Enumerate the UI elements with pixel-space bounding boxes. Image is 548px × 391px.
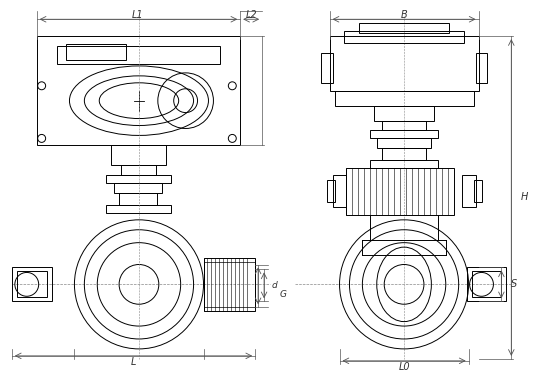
Bar	[461, 175, 476, 207]
Text: B: B	[401, 10, 408, 20]
Bar	[106, 175, 171, 183]
Bar	[203, 258, 255, 311]
Bar	[321, 53, 333, 83]
Bar	[382, 120, 426, 131]
Bar	[111, 145, 166, 165]
Bar	[12, 267, 52, 301]
Text: H: H	[521, 192, 529, 202]
Text: S: S	[511, 279, 517, 289]
Text: L0: L0	[398, 362, 410, 372]
Bar	[466, 267, 506, 301]
Bar	[66, 44, 126, 60]
Bar	[476, 53, 488, 83]
Text: G: G	[280, 290, 287, 299]
Bar	[473, 180, 482, 202]
Bar	[121, 165, 156, 175]
Bar	[374, 106, 434, 120]
Bar	[17, 271, 47, 297]
Bar	[37, 36, 240, 145]
Bar	[345, 31, 464, 43]
Bar	[119, 193, 157, 205]
Bar	[382, 148, 426, 160]
Bar	[333, 175, 346, 207]
Bar	[329, 36, 478, 91]
Bar	[327, 180, 335, 202]
Bar	[106, 205, 171, 213]
Bar	[370, 131, 438, 138]
Bar	[370, 160, 438, 168]
Bar	[335, 91, 473, 106]
Text: L1: L1	[132, 10, 144, 20]
Text: L: L	[130, 357, 136, 367]
Bar	[472, 271, 501, 297]
Text: d: d	[272, 281, 278, 290]
Bar	[359, 23, 449, 33]
Bar	[56, 46, 220, 64]
Bar	[114, 183, 162, 193]
Text: L2: L2	[246, 10, 257, 20]
Bar	[346, 168, 454, 215]
Bar	[203, 262, 255, 307]
Bar	[377, 138, 431, 148]
